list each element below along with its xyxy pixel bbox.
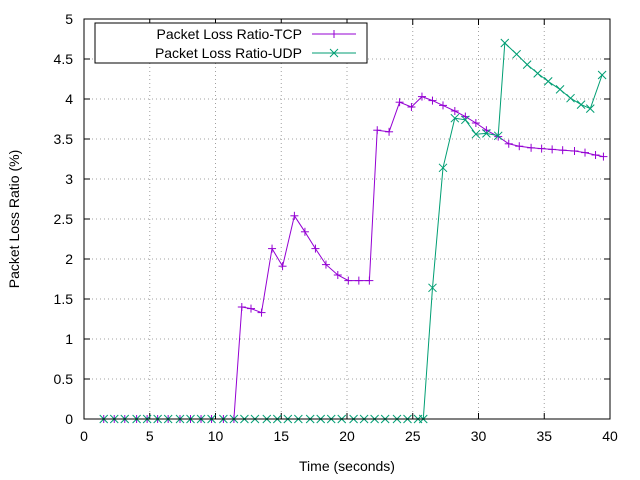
y-tick-label: 3.5 — [54, 131, 74, 147]
data-point — [515, 142, 524, 151]
data-point — [365, 276, 374, 285]
y-tick-label: 4 — [65, 91, 73, 107]
x-tick-label: 15 — [273, 428, 289, 444]
x-tick-label: 5 — [146, 428, 154, 444]
x-tick-label: 25 — [405, 428, 421, 444]
legend-label: Packet Loss Ratio-TCP — [157, 26, 303, 42]
x-tick-label: 0 — [80, 428, 88, 444]
data-point — [548, 145, 557, 154]
data-point — [407, 103, 416, 111]
data-point — [450, 107, 459, 115]
data-point — [599, 152, 608, 161]
data-point — [300, 227, 309, 236]
data-point — [450, 113, 460, 123]
data-point — [268, 244, 277, 253]
plot-frame — [83, 18, 611, 420]
data-point — [482, 129, 491, 138]
data-point — [428, 283, 437, 293]
y-axis-label: Packet Loss Ratio (%) — [6, 150, 22, 289]
data-point — [533, 69, 543, 78]
data-point — [570, 147, 579, 155]
data-point — [591, 151, 600, 159]
data-point — [566, 93, 575, 103]
data-point — [504, 139, 513, 148]
data-point — [354, 276, 363, 285]
legend-label: Packet Loss Ratio-UDP — [155, 45, 302, 61]
data-point — [522, 60, 532, 69]
data-point — [428, 96, 437, 105]
data-point — [543, 77, 553, 86]
x-tick-label: 10 — [208, 428, 224, 444]
y-tick-label: 1.5 — [54, 291, 74, 307]
legend: Packet Loss Ratio-TCP Packet Loss Ratio-U… — [94, 22, 368, 64]
data-point — [558, 146, 567, 155]
x-tick-label: 30 — [471, 428, 487, 444]
legend-box — [94, 22, 368, 64]
data-point — [290, 211, 299, 220]
data-point — [311, 244, 320, 253]
data-point — [500, 38, 510, 48]
data-point — [555, 85, 565, 94]
y-tick-label: 0.5 — [54, 371, 74, 387]
data-point — [438, 163, 448, 173]
data-point — [329, 48, 339, 58]
data-point — [344, 276, 353, 285]
data-point — [576, 100, 586, 109]
data-point — [321, 260, 330, 269]
data-point — [385, 127, 394, 136]
data-point — [330, 30, 338, 38]
data-point — [333, 271, 342, 279]
data-point — [247, 304, 256, 313]
x-tick-label: 35 — [536, 428, 552, 444]
data-point — [597, 70, 607, 80]
data-point — [373, 126, 382, 135]
y-tick-label: 1 — [65, 331, 73, 347]
data-point — [417, 92, 426, 101]
data-point — [237, 303, 246, 311]
y-tick-label: 2.5 — [54, 211, 74, 227]
x-tick-label: 40 — [602, 428, 618, 444]
data-point — [512, 49, 521, 59]
data-point — [257, 308, 266, 317]
y-tick-label: 5 — [65, 11, 73, 27]
y-tick-label: 4.5 — [54, 51, 74, 67]
y-tick-label: 3 — [65, 171, 73, 187]
data-point — [537, 144, 546, 153]
y-tick-label: 2 — [65, 251, 73, 267]
grid-lines — [84, 19, 610, 419]
data-point — [493, 131, 503, 141]
y-tick-label: 0 — [65, 411, 73, 427]
data-point — [460, 115, 470, 125]
data-point — [278, 262, 287, 271]
data-point — [471, 119, 480, 127]
data-point — [527, 143, 536, 152]
data-point — [471, 129, 481, 139]
tick-labels: 0 5 10 15 20 25 30 35 40 0 0.5 1 1.5 2 2.5 3 3.5 4 4.5 5 — [54, 11, 618, 444]
data-point — [438, 101, 447, 110]
data-point — [581, 148, 590, 157]
x-tick-label: 20 — [339, 428, 355, 444]
x-axis-label: Time (seconds) — [299, 458, 395, 474]
data-point — [395, 98, 404, 107]
data-point — [585, 104, 595, 113]
